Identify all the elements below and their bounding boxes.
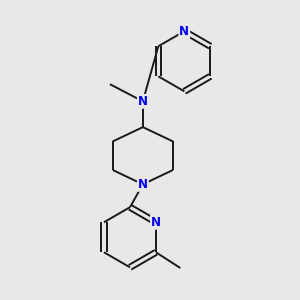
Text: N: N <box>138 95 148 108</box>
Text: N: N <box>151 216 161 229</box>
Text: N: N <box>179 25 189 38</box>
Text: N: N <box>138 178 148 191</box>
